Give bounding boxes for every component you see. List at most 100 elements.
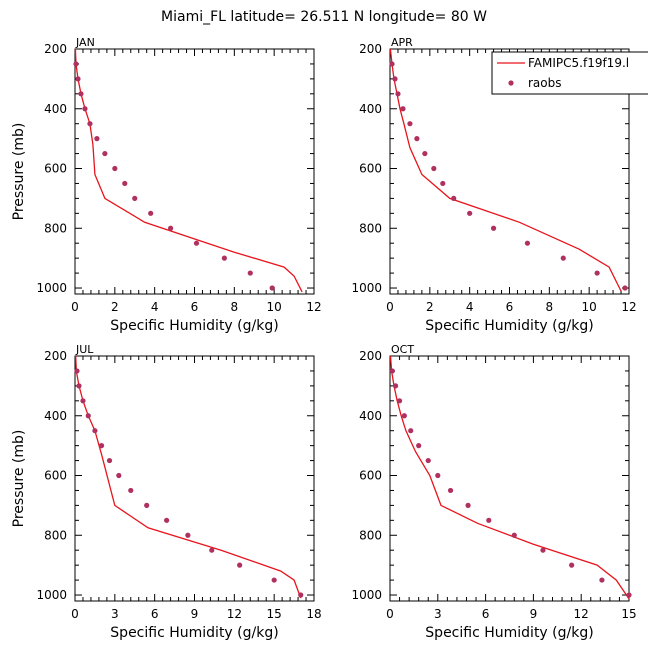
panel-jan: JAN 0 2 4 6 8 10 12 200 400 600 800 1000 Specific Hum… bbox=[11, 36, 322, 334]
model-series-line bbox=[389, 355, 630, 600]
obs-point bbox=[389, 368, 395, 374]
x-axis-label: Specific Humidity (g/kg) bbox=[425, 318, 593, 334]
y-tick-label: 400 bbox=[44, 102, 67, 116]
obs-point bbox=[490, 225, 497, 231]
obs-point bbox=[112, 165, 118, 172]
y-tick-label: 1000 bbox=[351, 281, 382, 295]
y-tick-label: 200 bbox=[44, 349, 67, 363]
x-tick-label: 6 bbox=[191, 300, 199, 314]
obs-point bbox=[168, 225, 174, 231]
legend-obs-swatch bbox=[508, 80, 514, 86]
y-tick-label: 800 bbox=[359, 221, 382, 235]
x-tick-label: 0 bbox=[71, 300, 79, 314]
obs-point bbox=[422, 150, 428, 157]
obs-point bbox=[389, 61, 395, 67]
obs-point bbox=[92, 428, 98, 434]
obs-point bbox=[75, 76, 81, 82]
legend-model-label: FAMIPC5.f19f19.l bbox=[528, 56, 629, 70]
x-tick-label: 10 bbox=[582, 300, 597, 314]
x-tick-label: 3 bbox=[434, 607, 442, 621]
y-tick-label: 200 bbox=[359, 42, 382, 56]
y-tick-label: 800 bbox=[359, 528, 382, 542]
obs-point bbox=[247, 270, 253, 276]
obs-point bbox=[594, 270, 600, 276]
obs-point bbox=[128, 487, 134, 494]
obs-point bbox=[87, 121, 93, 127]
y-tick-label: 1000 bbox=[351, 588, 382, 602]
obs-point bbox=[414, 136, 420, 142]
obs-point bbox=[132, 195, 138, 201]
obs-point bbox=[599, 577, 605, 583]
obs-point bbox=[164, 517, 170, 523]
obs-point bbox=[76, 383, 82, 389]
x-tick-label: 6 bbox=[482, 607, 490, 621]
x-tick-label: 15 bbox=[267, 607, 282, 621]
obs-point bbox=[116, 472, 122, 479]
obs-point bbox=[102, 150, 108, 157]
x-tick-label: 0 bbox=[386, 607, 394, 621]
obs-point bbox=[185, 532, 191, 538]
x-tick-label: 2 bbox=[426, 300, 434, 314]
x-tick-label: 3 bbox=[111, 607, 119, 621]
obs-point bbox=[209, 547, 215, 553]
y-tick-label: 1000 bbox=[36, 281, 67, 295]
model-series-line bbox=[75, 355, 302, 599]
x-tick-label: 8 bbox=[231, 300, 239, 314]
obs-point bbox=[271, 577, 277, 583]
obs-point bbox=[78, 91, 84, 97]
obs-point bbox=[435, 472, 441, 479]
x-axis-label: Specific Humidity (g/kg) bbox=[110, 625, 278, 641]
obs-point bbox=[511, 532, 517, 538]
y-tick-label: 200 bbox=[359, 349, 382, 363]
model-series-line bbox=[74, 48, 303, 293]
x-axis-label: Specific Humidity (g/kg) bbox=[110, 318, 278, 334]
y-tick-label: 400 bbox=[359, 102, 382, 116]
x-tick-label: 15 bbox=[621, 607, 636, 621]
obs-point bbox=[94, 136, 100, 142]
obs-point bbox=[407, 121, 413, 127]
obs-point bbox=[486, 517, 492, 523]
obs-point bbox=[392, 76, 398, 82]
panel-label: OCT bbox=[391, 343, 414, 356]
x-tick-label: 8 bbox=[546, 300, 554, 314]
x-tick-label: 12 bbox=[621, 300, 636, 314]
obs-point bbox=[74, 368, 80, 374]
obs-point bbox=[193, 240, 200, 246]
obs-point bbox=[400, 106, 406, 112]
obs-point bbox=[85, 413, 91, 419]
obs-point bbox=[401, 413, 407, 419]
x-tick-label: 6 bbox=[151, 607, 159, 621]
y-axis-label: Pressure (mb) bbox=[11, 123, 27, 221]
obs-point bbox=[98, 443, 105, 449]
obs-point bbox=[106, 457, 113, 464]
x-tick-label: 0 bbox=[71, 607, 79, 621]
obs-point bbox=[569, 562, 575, 568]
obs-point bbox=[440, 180, 446, 187]
y-tick-label: 600 bbox=[44, 469, 67, 483]
plot-frame bbox=[74, 355, 315, 602]
obs-point bbox=[148, 210, 154, 216]
x-tick-label: 18 bbox=[306, 607, 321, 621]
obs-point bbox=[122, 180, 128, 187]
x-tick-label: 12 bbox=[306, 300, 321, 314]
y-tick-label: 600 bbox=[44, 162, 67, 176]
obs-point bbox=[298, 592, 304, 598]
obs-point bbox=[622, 285, 628, 291]
panel-oct: OCT 0 3 6 9 12 15 200 400 600 800 1000 Specific Humi… bbox=[351, 343, 636, 641]
x-tick-label: 10 bbox=[267, 300, 282, 314]
y-tick-label: 800 bbox=[44, 528, 67, 542]
panel-label: APR bbox=[391, 36, 413, 49]
y-axis-label: Pressure (mb) bbox=[11, 430, 27, 528]
obs-point bbox=[560, 255, 566, 261]
obs-point bbox=[237, 562, 243, 568]
legend-obs-label: raobs bbox=[528, 76, 562, 90]
y-tick-label: 800 bbox=[44, 221, 67, 235]
obs-point bbox=[626, 592, 632, 598]
y-tick-label: 200 bbox=[44, 42, 67, 56]
x-tick-label: 2 bbox=[111, 300, 119, 314]
panel-label: JUL bbox=[75, 343, 94, 356]
x-tick-label: 9 bbox=[191, 607, 199, 621]
panel-label: JAN bbox=[75, 36, 95, 49]
y-tick-label: 400 bbox=[44, 409, 67, 423]
